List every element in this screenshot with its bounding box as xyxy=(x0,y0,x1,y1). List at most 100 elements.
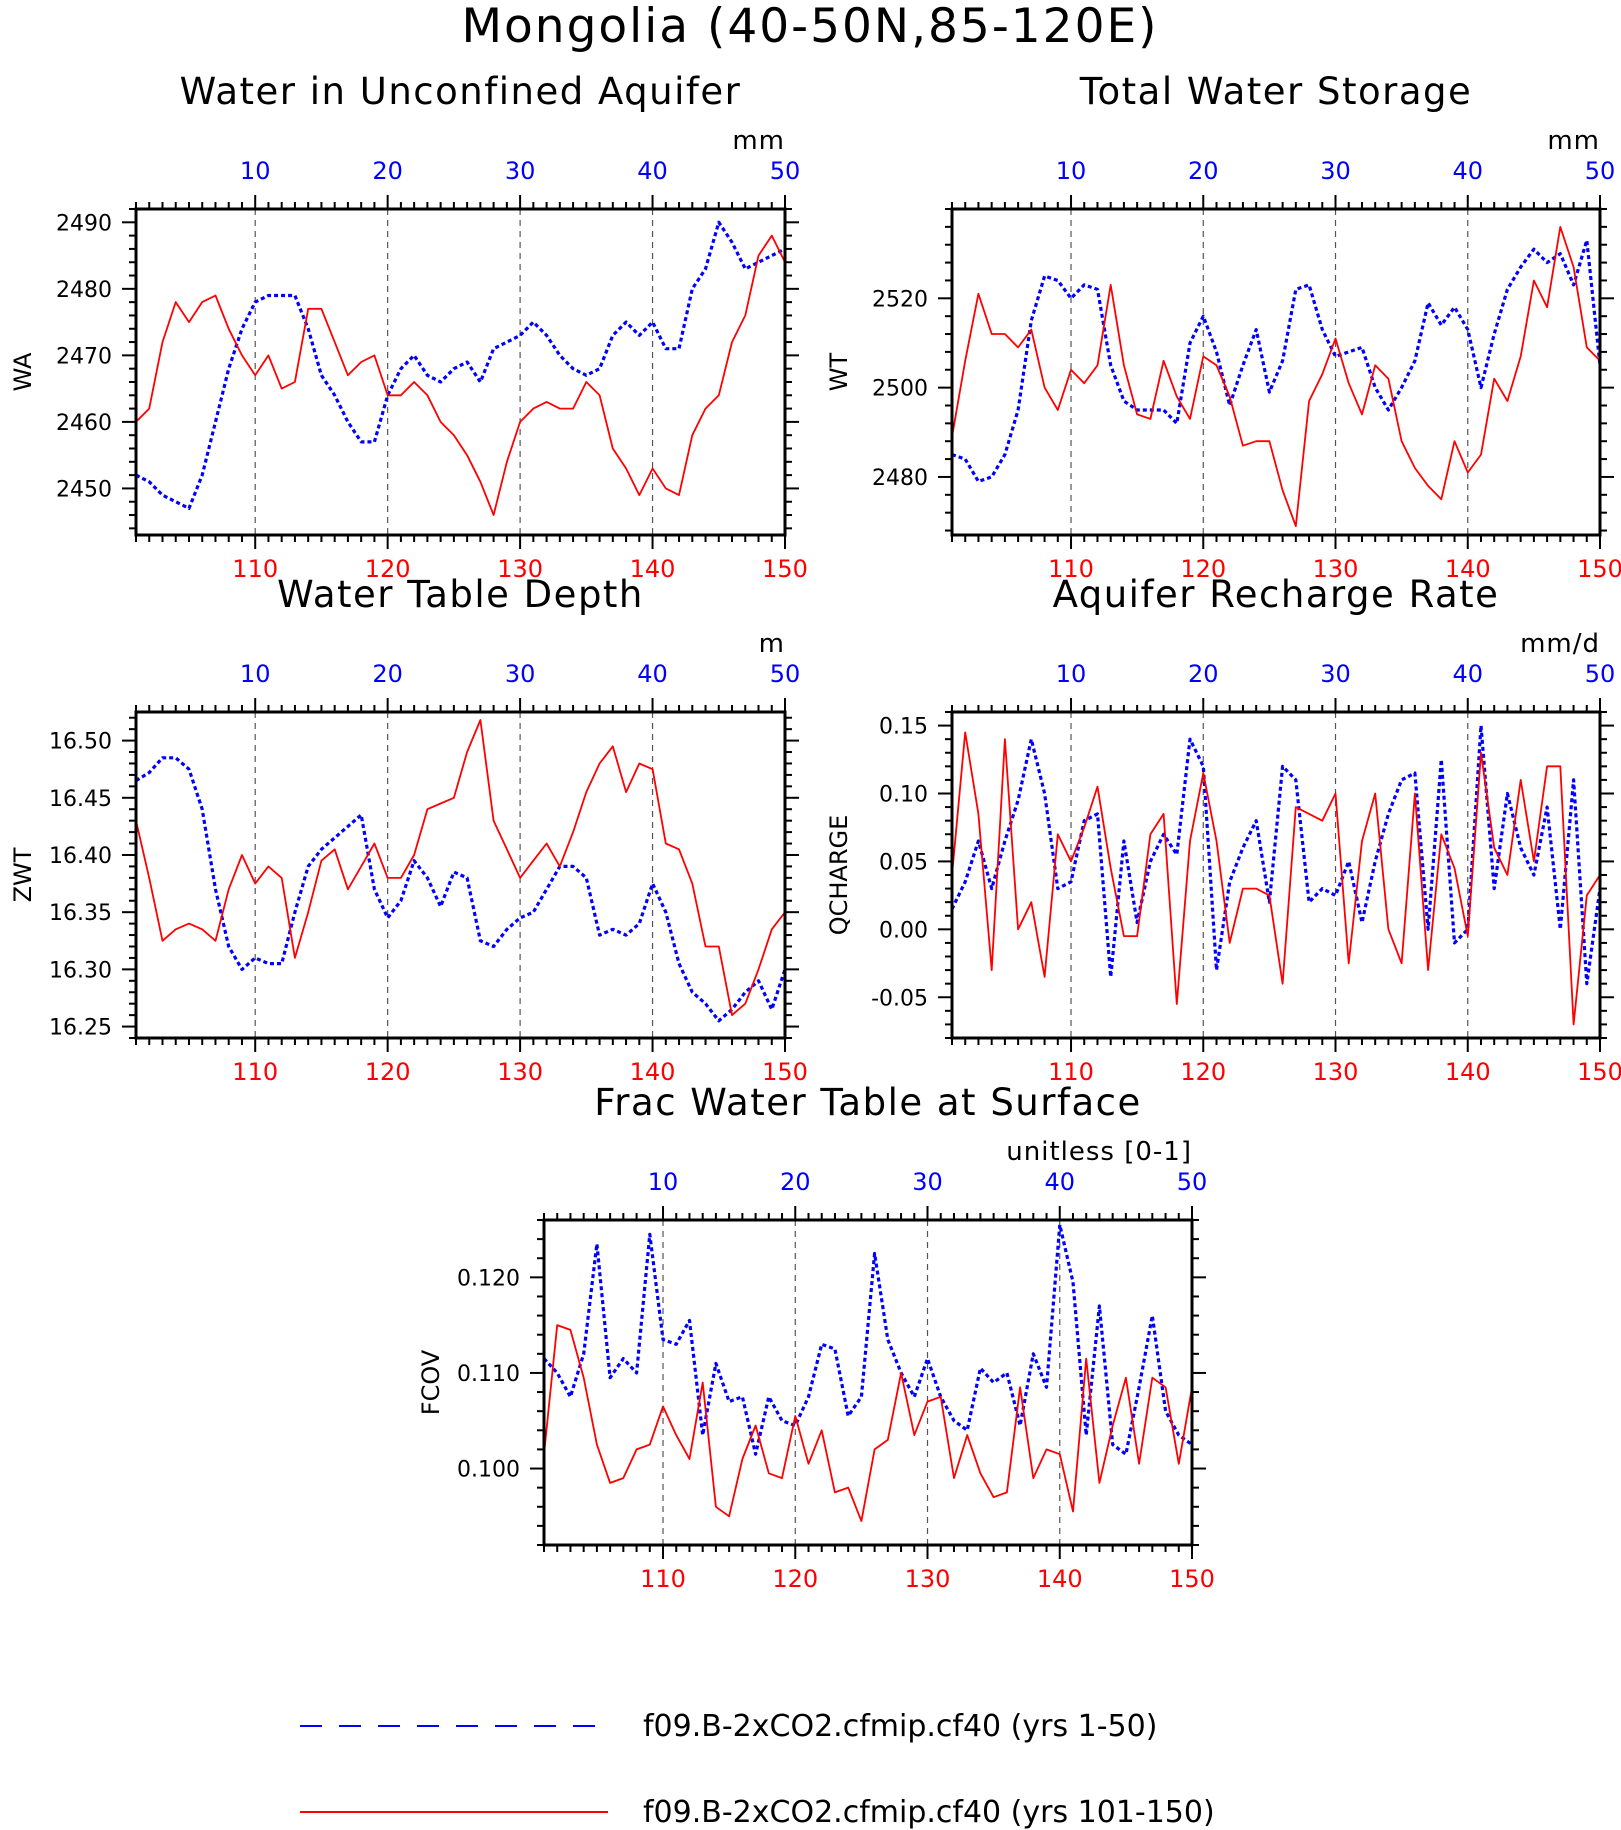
top-x-tick-label-wa: 10 xyxy=(240,157,271,185)
legend-label-yrs-1-50: f09.B-2xCO2.cfmip.cf40 (yrs 1-50) xyxy=(643,1709,1157,1744)
y-tick-label-zwt: 16.30 xyxy=(49,958,112,983)
series-line-zwt-yrs-1-50 xyxy=(135,756,787,1023)
y-tick-label-wt: 2480 xyxy=(872,466,928,491)
bottom-x-tick-label-fcov: 120 xyxy=(772,1565,818,1593)
bottom-x-tick-label-zwt: 120 xyxy=(365,1058,411,1086)
top-x-tick-label-wt: 50 xyxy=(1585,157,1616,185)
top-x-tick-label-wa: 50 xyxy=(770,157,801,185)
y-tick-label-wa: 2470 xyxy=(56,344,112,369)
plot-frame-fcov xyxy=(542,1218,1194,1547)
bottom-x-tick-label-qcharge: 130 xyxy=(1313,1058,1359,1086)
y-tick-label-zwt: 16.40 xyxy=(49,844,112,869)
bottom-x-tick-label-zwt: 130 xyxy=(497,1058,543,1086)
top-x-tick-label-fcov: 40 xyxy=(1044,1168,1075,1196)
bottom-x-tick-label-wa: 120 xyxy=(365,555,411,583)
plot-frame-wa xyxy=(134,207,787,537)
y-tick-label-wa: 2460 xyxy=(56,411,112,436)
bottom-x-tick-label-zwt: 110 xyxy=(232,1058,278,1086)
top-x-tick-label-wa: 40 xyxy=(637,157,668,185)
y-tick-label-qcharge: 0.00 xyxy=(879,918,928,943)
bottom-x-tick-label-fcov: 150 xyxy=(1169,1565,1215,1593)
top-x-tick-label-wa: 30 xyxy=(505,157,536,185)
units-label-wt: mm xyxy=(1547,126,1600,156)
bottom-x-tick-label-fcov: 140 xyxy=(1037,1565,1083,1593)
y-tick-label-fcov: 0.110 xyxy=(457,1362,520,1387)
bottom-x-tick-label-wt: 110 xyxy=(1048,555,1094,583)
top-x-tick-label-qcharge: 40 xyxy=(1452,660,1483,688)
y-axis-label-qcharge: QCHARGE xyxy=(825,815,853,936)
y-tick-label-wa: 2480 xyxy=(56,278,112,303)
panel-wa: Water in Unconfined Aquifer mm WA 10 20 30 40 5… xyxy=(9,70,808,583)
bottom-x-tick-label-qcharge: 150 xyxy=(1577,1058,1621,1086)
y-axis-label-fcov: FCOV xyxy=(417,1349,445,1415)
series-line-zwt-yrs-101-150 xyxy=(135,719,786,1016)
top-x-tick-label-fcov: 30 xyxy=(912,1168,943,1196)
top-x-tick-label-wt: 20 xyxy=(1188,157,1219,185)
panel-fcov: Frac Water Table at Surface unitless [0-1… xyxy=(417,1081,1215,1593)
y-axis-label-wt: WT xyxy=(825,352,853,391)
plot-frame-qcharge xyxy=(950,710,1602,1040)
panel-qcharge: Aquifer Recharge Rate mm/d QCHARGE 10 20 30 40… xyxy=(825,573,1621,1086)
units-label-fcov: unitless [0-1] xyxy=(1006,1137,1192,1167)
top-x-tick-label-qcharge: 10 xyxy=(1056,660,1087,688)
y-tick-label-qcharge: -0.05 xyxy=(871,986,928,1011)
panel-title-wt: Total Water Storage xyxy=(1079,70,1473,113)
bottom-x-tick-label-wt: 140 xyxy=(1445,555,1491,583)
bottom-x-tick-label-fcov: 110 xyxy=(640,1565,686,1593)
plot-frame-wt xyxy=(950,207,1602,537)
series-line-qcharge-yrs-101-150 xyxy=(951,731,1601,1026)
bottom-x-tick-label-qcharge: 140 xyxy=(1445,1058,1491,1086)
top-x-tick-label-zwt: 40 xyxy=(637,660,668,688)
bottom-x-tick-label-wa: 130 xyxy=(497,555,543,583)
top-x-tick-label-fcov: 10 xyxy=(648,1168,679,1196)
top-x-tick-label-zwt: 30 xyxy=(505,660,536,688)
legend: f09.B-2xCO2.cfmip.cf40 (yrs 1-50) f09.B-… xyxy=(300,1709,1215,1830)
y-tick-label-qcharge: 0.10 xyxy=(879,783,928,808)
units-label-wa: mm xyxy=(732,126,785,156)
series-line-fcov-yrs-1-50 xyxy=(542,1223,1193,1456)
y-tick-label-fcov: 0.120 xyxy=(457,1266,520,1291)
y-tick-label-qcharge: 0.15 xyxy=(879,715,928,740)
y-tick-label-zwt: 16.35 xyxy=(49,901,112,926)
series-line-wa-yrs-1-50 xyxy=(135,220,786,510)
panel-title-zwt: Water Table Depth xyxy=(277,573,644,616)
y-axis-label-wa: WA xyxy=(9,352,37,391)
y-tick-label-wa: 2490 xyxy=(56,211,112,236)
top-x-tick-label-wt: 30 xyxy=(1320,157,1351,185)
series-line-qcharge-yrs-1-50 xyxy=(950,723,1602,986)
bottom-x-tick-label-wt: 120 xyxy=(1180,555,1226,583)
top-x-tick-label-zwt: 10 xyxy=(240,660,271,688)
y-axis-label-zwt: ZWT xyxy=(9,847,37,902)
bottom-x-tick-label-wa: 140 xyxy=(630,555,676,583)
y-tick-label-zwt: 16.50 xyxy=(49,730,112,755)
bottom-x-tick-label-wa: 110 xyxy=(232,555,278,583)
panel-wt: Total Water Storage mm WT 10 20 30 40 50 110 120 1… xyxy=(825,70,1621,583)
top-x-tick-label-fcov: 20 xyxy=(780,1168,811,1196)
top-x-tick-label-wt: 10 xyxy=(1056,157,1087,185)
top-x-tick-label-qcharge: 50 xyxy=(1585,660,1616,688)
y-tick-label-zwt: 16.25 xyxy=(49,1016,112,1041)
legend-label-yrs-101-150: f09.B-2xCO2.cfmip.cf40 (yrs 101-150) xyxy=(643,1795,1215,1830)
y-tick-label-zwt: 16.45 xyxy=(49,787,112,812)
bottom-x-tick-label-wt: 130 xyxy=(1313,555,1359,583)
series-line-fcov-yrs-101-150 xyxy=(543,1324,1193,1522)
top-x-tick-label-zwt: 20 xyxy=(372,660,403,688)
top-x-tick-label-wa: 20 xyxy=(372,157,403,185)
series-line-wa-yrs-101-150 xyxy=(135,234,786,516)
y-tick-label-wt: 2500 xyxy=(872,377,928,402)
top-x-tick-label-qcharge: 20 xyxy=(1188,660,1219,688)
panel-title-fcov: Frac Water Table at Surface xyxy=(594,1081,1142,1124)
y-tick-label-wt: 2520 xyxy=(872,287,928,312)
plot-frame-zwt xyxy=(134,710,787,1040)
y-tick-label-qcharge: 0.05 xyxy=(879,850,928,875)
bottom-x-tick-label-qcharge: 110 xyxy=(1048,1058,1094,1086)
y-tick-label-wa: 2450 xyxy=(56,477,112,502)
top-x-tick-label-wt: 40 xyxy=(1452,157,1483,185)
panel-title-qcharge: Aquifer Recharge Rate xyxy=(1053,573,1500,616)
top-x-tick-label-qcharge: 30 xyxy=(1320,660,1351,688)
panel-title-wa: Water in Unconfined Aquifer xyxy=(180,70,742,113)
units-label-qcharge: mm/d xyxy=(1520,629,1600,659)
bottom-x-tick-label-qcharge: 120 xyxy=(1180,1058,1226,1086)
bottom-x-tick-label-zwt: 140 xyxy=(630,1058,676,1086)
